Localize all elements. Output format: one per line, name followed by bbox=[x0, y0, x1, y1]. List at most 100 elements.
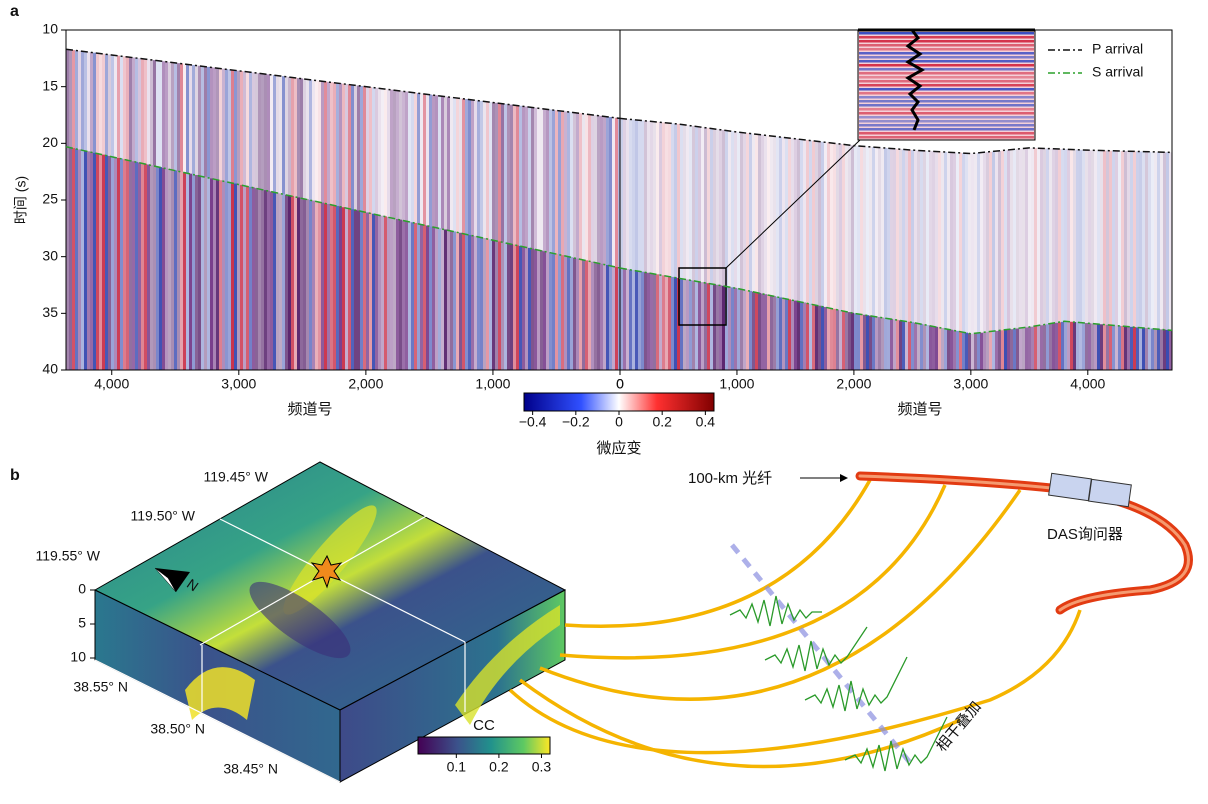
waveform-column bbox=[102, 53, 105, 155]
waveform-column bbox=[902, 149, 905, 321]
inset-stripe bbox=[859, 88, 1034, 91]
waveform-column bbox=[555, 253, 558, 370]
waveform-column bbox=[408, 221, 411, 370]
waveform-column bbox=[471, 235, 474, 370]
waveform-column bbox=[1121, 151, 1124, 327]
waveform-column bbox=[132, 161, 135, 370]
waveform-column bbox=[857, 145, 860, 314]
waveform-column bbox=[576, 112, 579, 259]
waveform-column bbox=[399, 219, 402, 370]
waveform-column bbox=[659, 122, 662, 275]
waveform-column bbox=[618, 267, 620, 370]
waveform-column bbox=[1163, 152, 1166, 330]
waveform-column bbox=[339, 83, 342, 207]
waveform-column bbox=[995, 330, 998, 370]
waveform-column bbox=[1010, 149, 1013, 330]
waveform-column bbox=[974, 153, 977, 334]
waveform-column bbox=[1145, 151, 1148, 329]
waveform-column bbox=[531, 248, 534, 370]
lat-label: 38.50° N bbox=[150, 721, 205, 737]
waveform-column bbox=[600, 115, 603, 264]
waveform-column bbox=[435, 227, 438, 370]
waveform-column bbox=[1019, 328, 1022, 370]
waveform-column bbox=[183, 172, 186, 370]
waveform-column bbox=[153, 165, 156, 370]
waveform-column bbox=[1016, 328, 1019, 370]
waveform-column bbox=[716, 129, 719, 285]
waveform-column bbox=[854, 313, 857, 370]
waveform-column bbox=[144, 163, 147, 370]
waveform-column bbox=[234, 183, 237, 370]
waveform-column bbox=[309, 199, 312, 370]
waveform-column bbox=[746, 290, 749, 370]
waveform-column bbox=[878, 147, 881, 318]
waveform-column bbox=[204, 66, 207, 177]
waveform-column bbox=[866, 315, 869, 370]
waveform-column bbox=[240, 184, 243, 370]
x-tick-label: 3,000 bbox=[221, 376, 256, 392]
waveform-column bbox=[168, 169, 171, 370]
waveform-column bbox=[441, 96, 444, 229]
waveform-column bbox=[1103, 150, 1106, 325]
waveform-column bbox=[755, 134, 758, 293]
waveform-column bbox=[216, 179, 219, 370]
waveform-column bbox=[195, 174, 198, 370]
waveform-column bbox=[941, 327, 944, 370]
waveform-column bbox=[653, 121, 656, 274]
waveform-column bbox=[339, 206, 342, 370]
waveform-column bbox=[1034, 326, 1037, 370]
waveform-column bbox=[917, 150, 920, 324]
waveform-column bbox=[102, 154, 105, 370]
waveform-column bbox=[483, 238, 486, 370]
waveform-column bbox=[141, 58, 144, 164]
inset-stripe bbox=[859, 64, 1034, 67]
waveform-column bbox=[881, 317, 884, 370]
waveform-column bbox=[1046, 148, 1049, 325]
waveform-column bbox=[390, 89, 393, 218]
waveform-column bbox=[552, 109, 555, 254]
inset-stripe bbox=[859, 44, 1034, 47]
waveform-column bbox=[201, 176, 204, 370]
waveform-column bbox=[1136, 327, 1139, 370]
waveform-column bbox=[1004, 329, 1007, 370]
waveform-column bbox=[90, 52, 93, 152]
waveform-column bbox=[114, 157, 117, 370]
y-tick-label: 40 bbox=[42, 361, 58, 377]
waveform-column bbox=[704, 127, 707, 283]
waveform-column bbox=[974, 333, 977, 370]
waveform-column bbox=[492, 102, 495, 240]
waveform-column bbox=[135, 57, 138, 162]
waveform-column bbox=[839, 310, 842, 370]
inset-stripe bbox=[859, 100, 1034, 103]
waveform-column bbox=[977, 333, 980, 370]
waveform-column bbox=[366, 212, 369, 370]
waveform-column bbox=[779, 297, 782, 370]
waveform-column bbox=[1154, 151, 1157, 329]
waveform-column bbox=[378, 215, 381, 370]
waveform-column bbox=[737, 288, 740, 370]
arrival-curve bbox=[65, 146, 621, 269]
waveform-column bbox=[504, 103, 507, 243]
legend-entry: S arrival bbox=[1092, 64, 1143, 80]
waveform-column bbox=[66, 49, 69, 147]
waveform-column bbox=[656, 121, 659, 275]
waveform-column bbox=[609, 117, 612, 266]
waveform-column bbox=[411, 222, 414, 370]
waveform-column bbox=[764, 294, 767, 370]
waveform-column bbox=[632, 119, 635, 271]
waveform-column bbox=[1058, 148, 1061, 323]
waveform-column bbox=[671, 123, 674, 277]
waveform-column bbox=[561, 255, 564, 370]
waveform-column bbox=[597, 262, 600, 370]
waveform-column bbox=[836, 143, 839, 310]
waveform-column bbox=[1004, 150, 1007, 330]
waveform-column bbox=[671, 276, 674, 370]
waveform-column bbox=[1031, 326, 1034, 370]
waveform-column bbox=[246, 186, 249, 370]
waveform-column bbox=[1163, 329, 1166, 370]
waveform-column bbox=[623, 118, 626, 269]
waveform-column bbox=[1049, 323, 1052, 370]
waveform-column bbox=[908, 321, 911, 370]
panel-label: b bbox=[10, 467, 20, 484]
waveform-column bbox=[863, 314, 866, 370]
